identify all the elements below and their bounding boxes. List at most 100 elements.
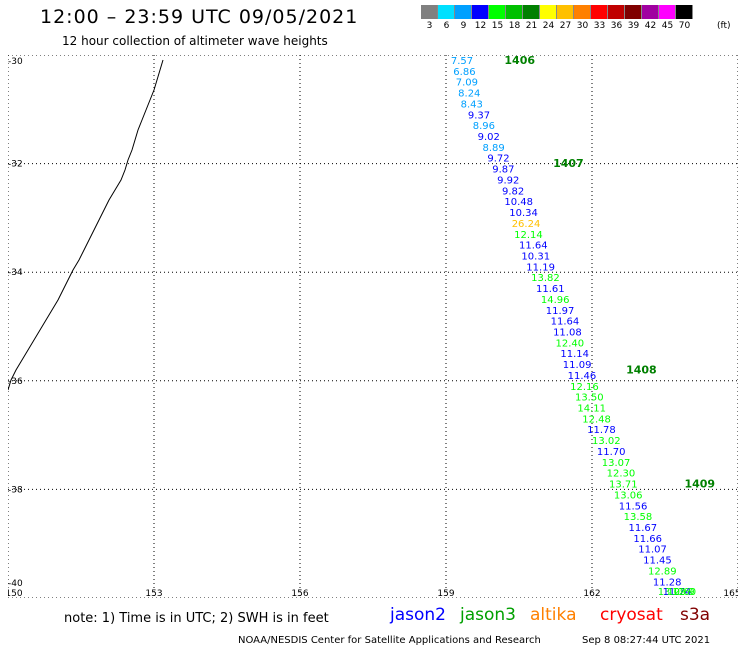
observation-values: 7.576.867.098.248.439.378.969.028.899.72…: [451, 56, 696, 598]
track-time-label: 1407: [553, 157, 584, 170]
colorbar-label: 27: [559, 21, 572, 31]
colorbar-label: 18: [508, 21, 521, 31]
legend-entry-s3a: s3a: [680, 605, 711, 625]
track-time-label: 1409: [684, 478, 715, 491]
colorbar-swatch: [472, 5, 489, 19]
swh-value: 11.14: [560, 349, 589, 360]
swh-value: 12.48: [582, 414, 611, 425]
swh-value: 9.02: [478, 132, 500, 143]
swh-value: 11.78: [587, 425, 616, 436]
swh-value: 13.71: [609, 480, 638, 491]
track-time-labels: 1406 1407 1408 1409: [504, 55, 715, 491]
swh-value: 9.37: [468, 110, 490, 121]
swh-value: 10.31: [521, 251, 550, 262]
colorbar-swatch: [455, 5, 472, 19]
lon-tick-label: 162: [583, 589, 600, 598]
swh-value: 11.70: [597, 447, 626, 458]
colorbar-label: 9: [460, 21, 467, 31]
swh-value: 7.09: [456, 78, 478, 89]
swh-value: 8.24: [458, 89, 480, 100]
colorbar-swatch: [523, 5, 540, 19]
colorbar-label: 24: [542, 21, 555, 31]
lon-tick-label: 165: [723, 589, 738, 598]
axis-tick-labels: 150 153 156 159 162 165 -30 -32 -34 -36 -38 -40: [8, 57, 738, 598]
swh-value: 13.06: [614, 490, 643, 501]
lat-tick-label: -40: [8, 579, 23, 589]
colorbar-swatch: [540, 5, 557, 19]
colorbar-label: 70: [678, 21, 691, 31]
swh-value: 8.89: [483, 143, 505, 154]
legend-entry-cryosat: cryosat: [600, 605, 663, 625]
colorbar-swatch: [489, 5, 506, 19]
colorbar-labels: 3 6 9 12 15 18 21 24 27 30 33 36 39 42 45 70: [421, 21, 693, 31]
swh-value: 11.09: [563, 360, 592, 371]
colorbar-swatch: [676, 5, 693, 19]
colorbar-swatch: [574, 5, 591, 19]
swh-value: 13.09: [658, 587, 687, 598]
swh-value: 11.07: [638, 545, 667, 556]
colorbar-unit: (ft): [717, 21, 731, 31]
map-title: 12:00 – 23:59 UTC 09/05/2021: [40, 6, 359, 28]
colorbar-label: 12: [474, 21, 487, 31]
swh-value: 12.14: [514, 230, 543, 241]
coastline: [8, 59, 164, 391]
swh-value: 11.28: [653, 577, 682, 588]
swh-value: 13.82: [531, 273, 560, 284]
colorbar-swatch: [591, 5, 608, 19]
colorbar-label: 6: [443, 21, 450, 31]
swh-value: 13.50: [575, 393, 604, 404]
colorbar-label: 15: [491, 21, 504, 31]
swh-value: 8.96: [473, 121, 495, 132]
map-subtitle: 12 hour collection of altimeter wave hei…: [62, 34, 328, 48]
swh-value: 7.57: [451, 56, 473, 67]
swh-value: 11.08: [553, 328, 582, 339]
colorbar-swatch: [557, 5, 574, 19]
swh-value: 13.58: [624, 512, 653, 523]
colorbar-label: 39: [627, 21, 640, 31]
colorbar-swatch: [625, 5, 642, 19]
swh-value: 11.45: [643, 556, 672, 567]
legend-entry-jason3: jason3: [460, 605, 516, 625]
legend-entry-jason2: jason2: [390, 605, 446, 625]
swh-value: 9.87: [492, 165, 514, 176]
swh-value: 9.82: [502, 186, 524, 197]
swh-value: 12.30: [607, 469, 636, 480]
colorbar-label: 33: [593, 21, 606, 31]
swh-value: 26.24: [512, 219, 541, 230]
lon-tick-label: 159: [437, 589, 454, 598]
swh-value: 13.02: [592, 436, 621, 447]
swh-value: 12.9: [672, 587, 694, 598]
lon-tick-label: 150: [8, 589, 23, 598]
lat-tick-label: -30: [8, 57, 23, 67]
colorbar-swatch: [659, 5, 676, 19]
swh-value: 11.61: [536, 284, 565, 295]
swh-value: 14.11: [577, 404, 606, 415]
lat-tick-label: -38: [8, 485, 23, 495]
credit-line: NOAA/NESDIS Center for Satellite Applica…: [238, 635, 541, 646]
swh-value: 11.46: [568, 371, 597, 382]
colorbar-label: 42: [644, 21, 657, 31]
lon-tick-label: 156: [291, 589, 308, 598]
map-frame: 150 153 156 159 162 165 -30 -32 -34 -36 -38 -40 7.5…: [8, 55, 738, 598]
generation-timestamp: Sep 8 08:27:44 UTC 2021: [582, 635, 711, 646]
swh-value: 8.43: [461, 99, 483, 110]
lat-tick-label: -32: [8, 160, 23, 170]
colorbar-label: 30: [576, 21, 589, 31]
swh-value: 10.48: [504, 197, 533, 208]
swh-value: 9.72: [487, 154, 509, 165]
swh-value: 12.16: [570, 382, 599, 393]
colorbar: [421, 5, 693, 19]
colorbar-swatch: [438, 5, 455, 19]
swh-value: 11.66: [633, 534, 662, 545]
swh-value: 9.92: [497, 175, 519, 186]
swh-value: 10.34: [509, 208, 538, 219]
colorbar-swatch: [642, 5, 659, 19]
swh-value: 11.74: [663, 587, 692, 598]
swh-value: 11.67: [629, 523, 658, 534]
lon-tick-label: 153: [145, 589, 162, 598]
footnote: note: 1) Time is in UTC; 2) SWH is in fe…: [64, 611, 329, 626]
track-time-label: 1408: [626, 364, 657, 377]
swh-value: 11.97: [546, 306, 575, 317]
colorbar-swatch: [506, 5, 523, 19]
colorbar-swatch: [608, 5, 625, 19]
